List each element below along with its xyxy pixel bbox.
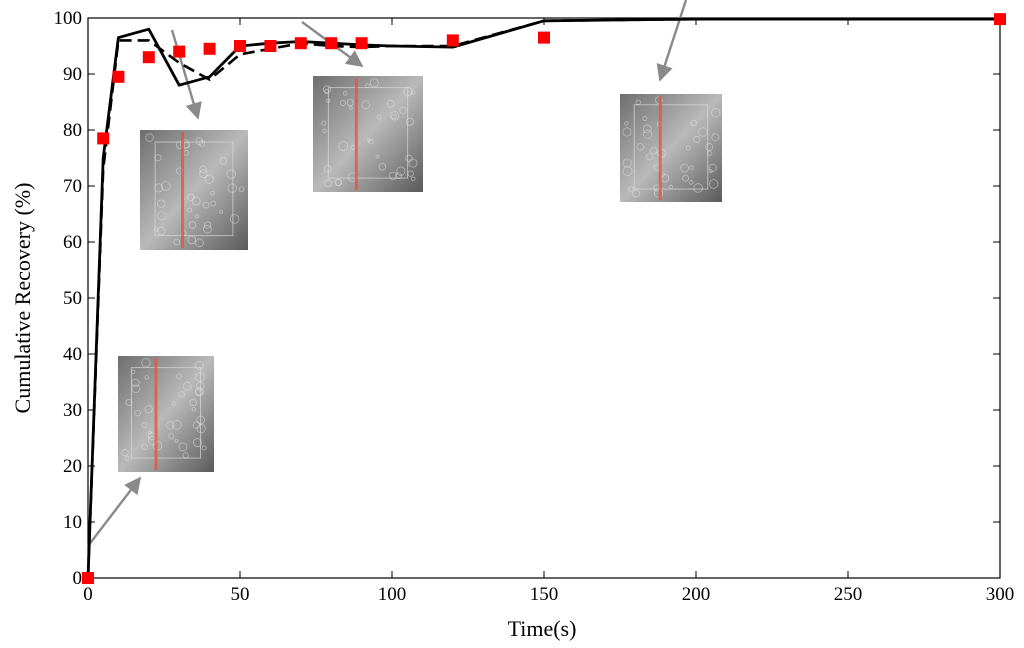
x-tick-label: 100: [378, 584, 407, 605]
inset-t20-photo: [118, 356, 214, 472]
data-point-marker: [538, 31, 550, 44]
data-point-marker: [97, 132, 110, 145]
data-point-marker: [203, 42, 216, 55]
inset-t190-arrow: [656, 0, 688, 82]
y-tick-label: 0: [73, 568, 83, 589]
y-tick-label: 60: [63, 232, 82, 253]
data-point-marker: [264, 40, 277, 52]
y-tick-label: 100: [54, 8, 83, 29]
x-tick-label: 0: [83, 584, 93, 605]
plot-frame: [87, 17, 1001, 579]
data-point-marker: [82, 572, 94, 584]
y-tick-label: 90: [63, 64, 82, 85]
x-tick-label: 200: [682, 584, 711, 605]
inset-t90-photo: [313, 76, 423, 192]
laser-line: [154, 358, 158, 470]
solid-series-line: [86, 17, 1000, 579]
x-tick-label: 250: [834, 584, 863, 605]
data-point-marker: [325, 37, 338, 50]
x-axis-label: Time(s): [508, 616, 577, 641]
data-point-marker: [112, 70, 125, 83]
inset-t35-arrow: [170, 29, 202, 120]
data-point-marker: [994, 13, 1006, 26]
x-tick-label: 50: [231, 584, 250, 605]
data-point-marker: [355, 37, 368, 50]
y-tick-label: 40: [63, 344, 82, 365]
data-point-marker: [294, 37, 307, 50]
inset-t35-photo: [140, 130, 248, 250]
laser-line: [658, 96, 662, 200]
inset-t20-arrow: [87, 476, 142, 547]
data-point-marker: [234, 40, 246, 52]
y-tick-label: 70: [63, 176, 82, 197]
laser-line: [181, 132, 185, 248]
y-tick-label: 80: [63, 120, 82, 141]
data-point-marker: [173, 45, 186, 58]
y-axis-label: Cumulative Recovery (%): [10, 183, 35, 414]
x-tick-label: 300: [986, 584, 1015, 605]
y-tick-label: 10: [63, 512, 82, 533]
data-point-marker: [142, 51, 155, 64]
inset-t190-photo: [620, 94, 722, 202]
y-tick-label: 50: [63, 288, 82, 309]
x-tick-label: 150: [530, 584, 559, 605]
y-tick-label: 20: [63, 456, 82, 477]
y-tick-label: 30: [63, 400, 82, 421]
laser-line: [354, 78, 358, 190]
data-point-marker: [446, 34, 459, 47]
dashed-series-line: [86, 17, 1000, 579]
